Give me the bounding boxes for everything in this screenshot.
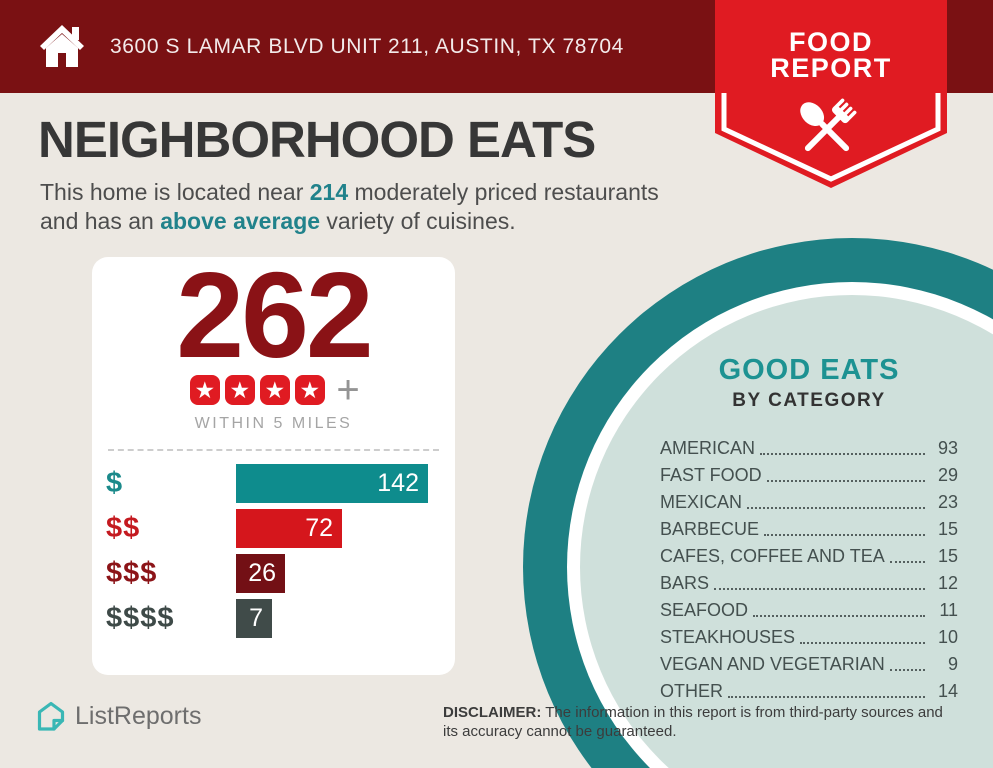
crossed-spoon-and-fork-icon	[800, 98, 857, 152]
category-label: MEXICAN	[660, 492, 743, 512]
dashed-divider	[108, 449, 439, 451]
star-icon: ★	[259, 375, 290, 405]
bar-row: $$$$ 7	[106, 599, 441, 638]
bar-row: $142	[106, 464, 441, 503]
intro-middle: moderately priced restaurants and has an	[40, 179, 659, 234]
category-row: FAST FOOD 29	[660, 464, 958, 486]
disclaimer-text: The information in this report is from t…	[443, 704, 943, 740]
listreports-logo: ListReports	[36, 700, 201, 732]
dotted-leader	[747, 507, 925, 509]
category-label: SEAFOOD	[660, 600, 749, 620]
summary-card: 262 ★ ★ ★ ★ + WITHIN 5 MILES $142 $$ 72 $$$ 26 $…	[92, 247, 455, 675]
category-label: OTHER	[660, 681, 723, 701]
bar-row: $$$ 26	[106, 554, 441, 593]
category-row: BARBECUE 15	[660, 518, 958, 540]
category-count: 10	[937, 627, 958, 647]
star-icon: ★	[189, 375, 220, 405]
plus-sign: +	[336, 368, 360, 412]
category-label: STEAKHOUSES	[660, 627, 796, 647]
ribbon-title: FOOD REPORT	[715, 27, 947, 83]
intro-prefix: This home is located near	[40, 179, 310, 205]
category-count: 14	[937, 681, 958, 701]
restaurant-count-highlight: 214	[309, 179, 349, 205]
category-row: AMERICAN 93	[660, 437, 958, 459]
star-icon: ★	[294, 375, 325, 405]
category-label: BARS	[660, 573, 710, 593]
category-count: 15	[937, 519, 958, 539]
price-tier-bar-chart: $142 $$ 72 $$$ 26 $$$$ 7	[106, 464, 441, 638]
dotted-leader	[766, 480, 925, 482]
star-rating: ★ ★ ★ ★ +	[92, 368, 455, 412]
category-list: AMERICAN 93 FAST FOOD 29 MEXICAN 23 BARBECUE 15…	[660, 437, 958, 702]
dotted-leader	[889, 669, 925, 671]
dotted-leader	[764, 534, 925, 536]
category-row: OTHER 14	[660, 680, 958, 702]
bar: 7	[236, 599, 272, 638]
ribbon-shape	[715, 0, 947, 188]
brand-name: ListReports	[75, 701, 202, 730]
bar-row: $$ 72	[106, 509, 441, 548]
category-row: CAFES, COFFEE AND TEA 15	[660, 545, 958, 567]
category-label: BARBECUE	[660, 519, 760, 539]
home-icon	[40, 24, 84, 67]
dotted-leader	[714, 588, 925, 590]
good-eats-subtitle: BY CATEGORY	[732, 390, 886, 411]
intro-suffix: variety of cuisines.	[320, 208, 516, 234]
category-count: 15	[937, 546, 958, 566]
price-tier-label: $$	[106, 512, 141, 544]
restaurant-total: 262	[176, 247, 374, 383]
category-label: FAST FOOD	[660, 465, 762, 485]
category-label: VEGAN AND VEGETARIAN	[660, 654, 885, 674]
star-badges: ★ ★ ★ ★	[187, 375, 327, 405]
disclaimer-label: DISCLAIMER:	[443, 704, 542, 721]
category-count: 93	[937, 438, 958, 458]
bar: 72	[236, 509, 342, 548]
category-count: 29	[937, 465, 958, 485]
category-label: AMERICAN	[660, 438, 756, 458]
radius-caption: WITHIN 5 MILES	[194, 415, 353, 432]
ribbon-title-line1: FOOD	[789, 27, 873, 57]
category-count: 9	[947, 654, 958, 674]
dotted-leader	[800, 642, 925, 644]
ribbon-title-line2: REPORT	[770, 53, 892, 83]
dotted-leader	[760, 453, 925, 455]
listreports-house-icon	[37, 701, 65, 731]
category-count: 11	[939, 600, 958, 620]
price-tier-label: $$$$	[106, 602, 175, 634]
variety-highlight: above average	[160, 208, 321, 234]
dotted-leader	[728, 696, 925, 698]
good-eats-panel: GOOD EATS BY CATEGORY AMERICAN 93 FAST FOO…	[660, 354, 958, 707]
price-tier-label: $	[106, 467, 124, 499]
category-row: SEAFOOD 11	[660, 599, 958, 621]
page-title: NEIGHBORHOOD EATS	[38, 111, 596, 168]
dotted-leader	[753, 615, 925, 617]
category-count: 23	[937, 492, 958, 512]
category-count: 12	[937, 573, 958, 593]
category-label: CAFES, COFFEE AND TEA	[660, 546, 885, 566]
bar: 26	[236, 554, 285, 593]
bar: 142	[236, 464, 428, 503]
food-report-ribbon: FOOD REPORT	[715, 0, 947, 190]
category-row: VEGAN AND VEGETARIAN 9	[660, 653, 958, 675]
intro-text: This home is located near 214 moderately…	[40, 178, 695, 236]
property-address: 3600 S LAMAR BLVD UNIT 211, AUSTIN, TX 7…	[110, 34, 624, 58]
category-row: MEXICAN 23	[660, 491, 958, 513]
category-row: BARS 12	[660, 572, 958, 594]
dotted-leader	[889, 561, 925, 563]
category-row: STEAKHOUSES 10	[660, 626, 958, 648]
good-eats-title: GOOD EATS	[718, 354, 900, 386]
price-tier-label: $$$	[106, 557, 158, 589]
disclaimer: DISCLAIMER: The information in this repo…	[443, 703, 958, 741]
star-icon: ★	[224, 375, 255, 405]
